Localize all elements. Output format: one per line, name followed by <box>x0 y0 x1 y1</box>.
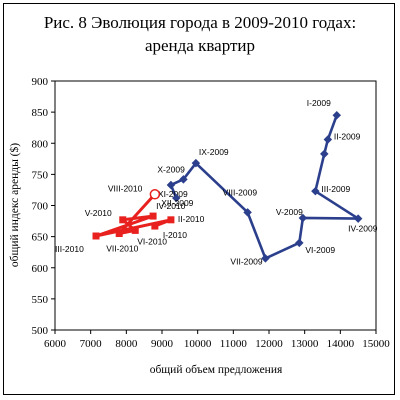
data-point-2009 <box>172 193 181 203</box>
data-point-2010 <box>167 216 175 224</box>
x-tick-label: 8000 <box>115 338 138 350</box>
data-point-2009 <box>353 214 363 223</box>
data-point-2009 <box>166 180 176 190</box>
data-point-2010-last <box>149 189 161 200</box>
point-label: VIII-2010 <box>108 183 143 193</box>
y-tick-label: 850 <box>32 107 49 119</box>
point-label: VI-2009 <box>305 245 335 255</box>
data-point-2009 <box>261 254 270 263</box>
data-point-2010 <box>119 216 127 224</box>
point-label: XI-2009 <box>158 189 188 199</box>
x-tick-label: 14000 <box>327 338 355 350</box>
point-label: V-2009 <box>276 207 303 217</box>
x-tick-label: 15000 <box>362 338 390 350</box>
x-tick-label: 9000 <box>151 338 174 350</box>
point-label: II-2010 <box>178 214 205 224</box>
y-tick-label: 650 <box>32 232 49 244</box>
x-tick-label: 13000 <box>291 338 319 350</box>
data-point-2009 <box>311 186 320 196</box>
point-label: IV-2010 <box>156 201 186 211</box>
x-tick-label: 6000 <box>44 338 67 350</box>
data-point-2009 <box>191 158 201 168</box>
data-point-2010 <box>149 212 157 220</box>
data-point-2009 <box>179 175 188 184</box>
point-label: V-2010 <box>85 208 112 218</box>
point-label: VIII-2009 <box>223 187 258 197</box>
data-point-2009 <box>298 213 308 223</box>
data-point-2010 <box>151 222 159 230</box>
point-label: VII-2009 <box>230 256 262 266</box>
point-label: IX-2009 <box>199 147 229 157</box>
data-point-2009 <box>323 135 333 144</box>
plot-border <box>54 80 377 331</box>
y-tick-label: 500 <box>32 325 49 337</box>
y-tick-label: 800 <box>32 138 49 150</box>
point-label: X-2009 <box>157 164 185 174</box>
data-point-2010 <box>115 230 123 238</box>
point-label: III-2009 <box>321 184 350 194</box>
chart-title: Рис. 8 Эволюция города в 2009-2010 годах… <box>44 13 356 32</box>
point-label: I-2009 <box>307 98 331 108</box>
y-tick-label: 900 <box>32 76 49 88</box>
point-label: I-2010 <box>163 230 187 240</box>
y-tick-label: 600 <box>32 263 49 275</box>
x-tick-label: 7000 <box>80 338 103 350</box>
point-label: IV-2009 <box>348 224 378 234</box>
point-label: III-2010 <box>55 244 84 254</box>
x-tick-label: 10000 <box>184 338 212 350</box>
data-point-2010 <box>131 226 139 234</box>
data-point-2010 <box>92 232 100 240</box>
data-point-2009 <box>295 238 304 248</box>
y-tick-label: 750 <box>32 169 49 181</box>
x-axis-label: общий объем предложения <box>150 364 283 376</box>
chart-subtitle: аренда квартир <box>145 36 255 55</box>
plot-area: 6000 7000 8000 9000 10000 11000 12000 13000 1400… <box>32 76 391 350</box>
data-point-2009 <box>320 149 329 159</box>
x-tick-label: 11000 <box>220 338 248 350</box>
point-label: VI-2010 <box>137 236 167 246</box>
data-point-2009 <box>332 110 342 120</box>
point-label: VII-2010 <box>106 244 138 254</box>
y-tick-label: 550 <box>32 294 49 306</box>
y-axis-label: общий индекс аренды ($) <box>8 143 21 267</box>
point-label: XII-2009 <box>161 198 193 208</box>
point-label: II-2009 <box>334 132 361 142</box>
x-tick-label: 12000 <box>255 338 283 350</box>
data-point-2009 <box>243 208 252 217</box>
y-tick-label: 700 <box>32 201 49 213</box>
